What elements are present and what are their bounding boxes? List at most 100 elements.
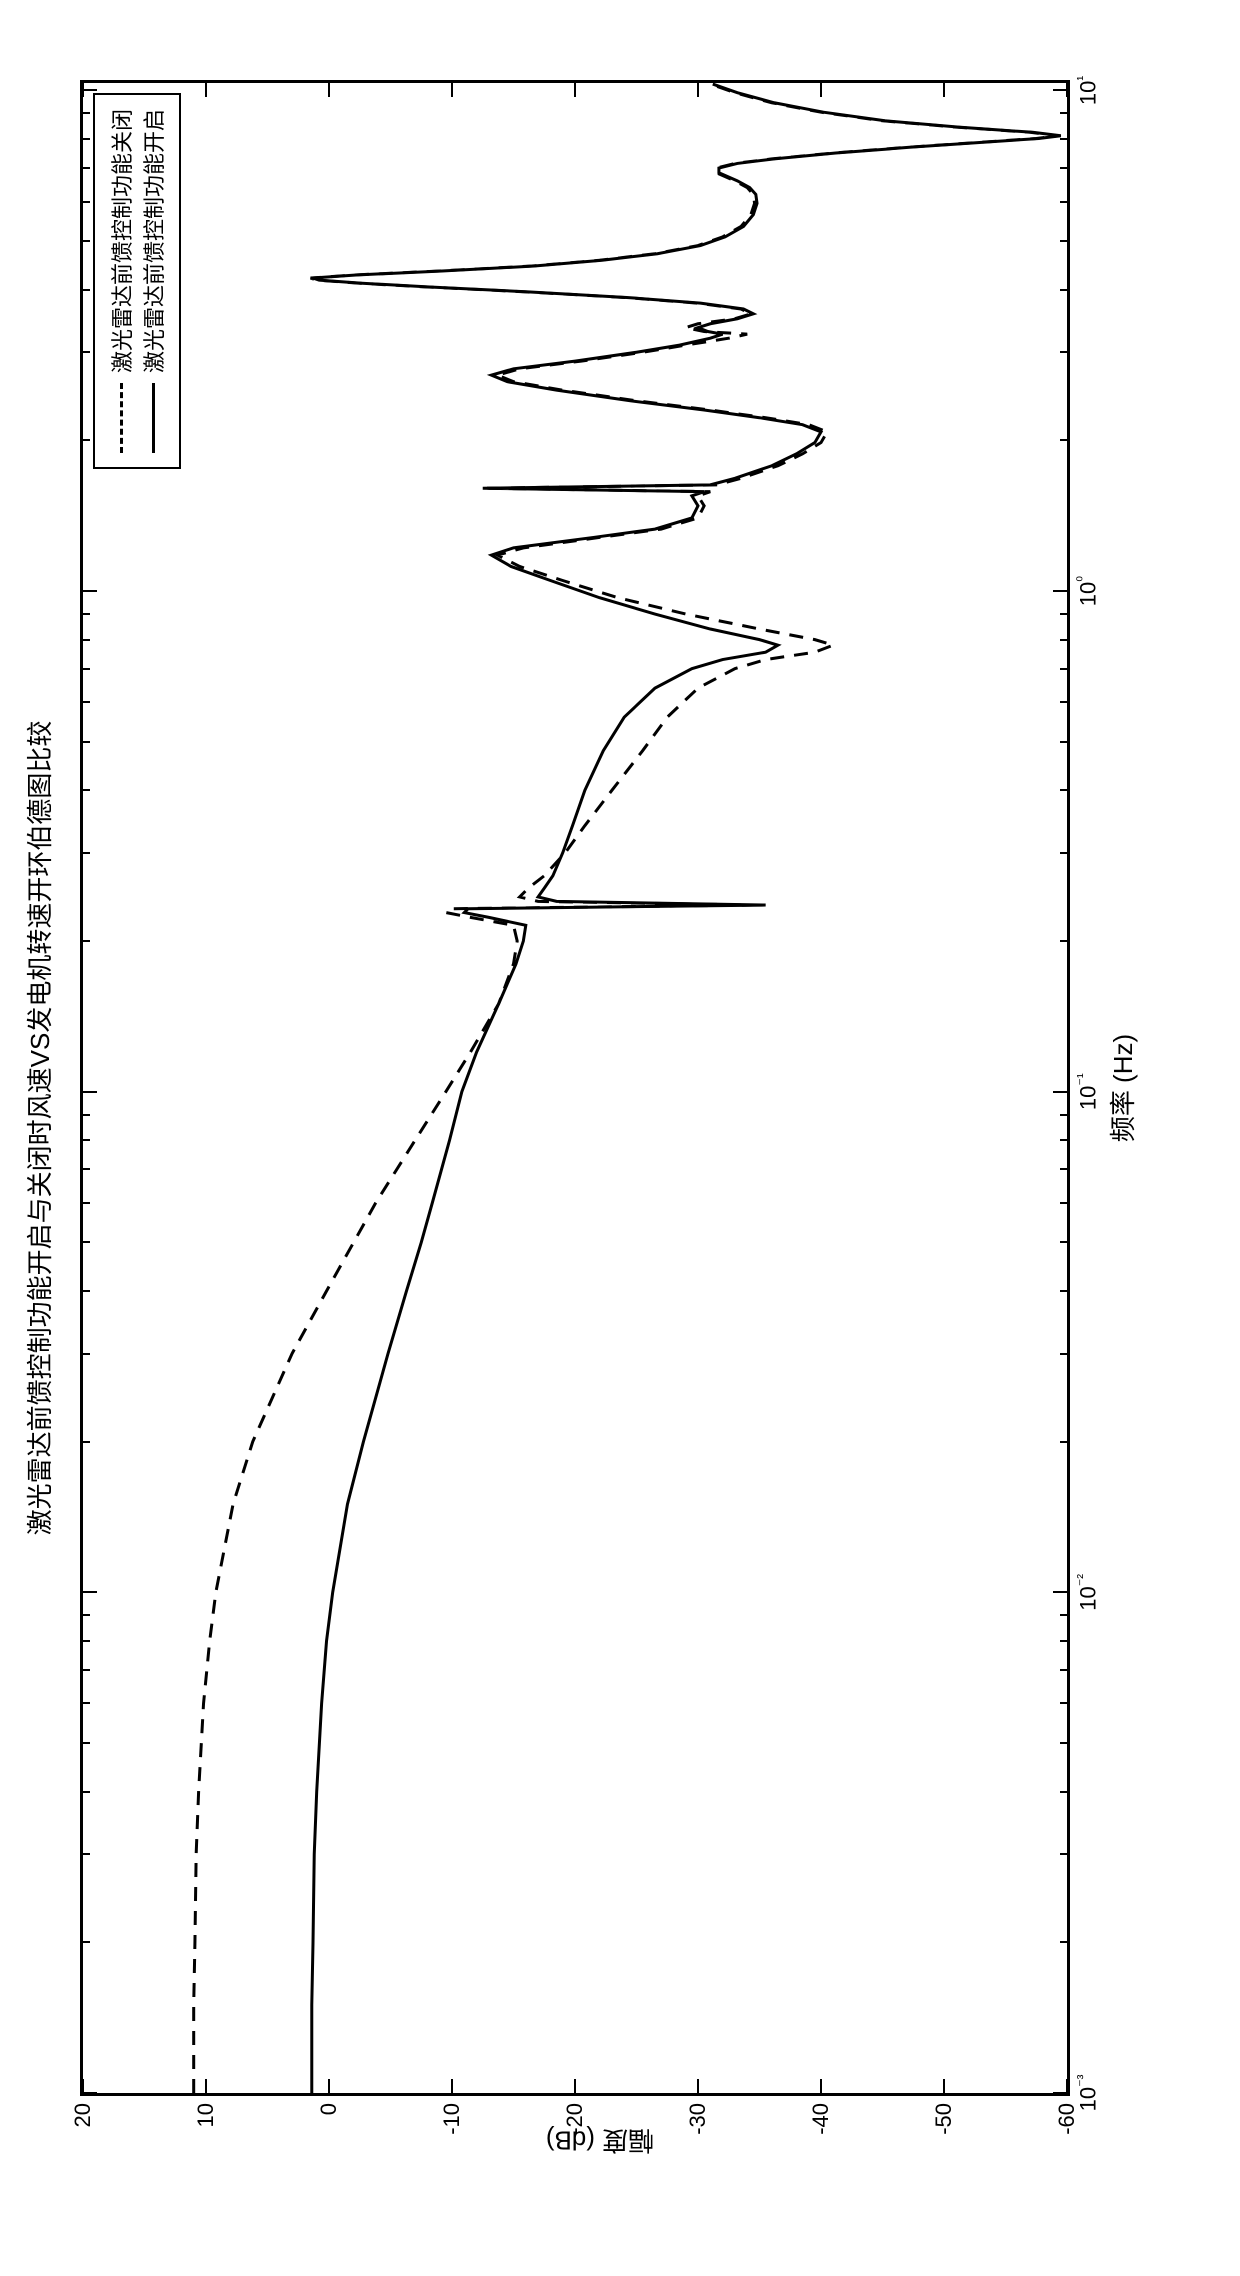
xtick-mark — [83, 1091, 97, 1093]
xtick-minor — [83, 240, 90, 242]
xtick-minor — [83, 138, 90, 140]
xtick-minor — [83, 1614, 90, 1616]
xtick-minor — [83, 639, 90, 641]
ytick-mark — [943, 2079, 945, 2093]
xtick-minor — [83, 1640, 90, 1642]
x-axis-label: 频率 (Hz) — [1103, 80, 1140, 2096]
ytick-label: -30 — [685, 2103, 711, 2135]
ytick-mark — [943, 83, 945, 97]
xtick-minor — [1060, 1791, 1067, 1793]
ytick-mark — [574, 2079, 576, 2093]
xtick-minor — [1060, 613, 1067, 615]
xtick-minor — [1060, 1441, 1067, 1443]
legend-box: 激光雷达前馈控制功能关闭激光雷达前馈控制功能开启 — [93, 93, 181, 469]
xtick-label: 10⁰ — [1075, 576, 1101, 606]
ytick-label: -10 — [439, 2103, 465, 2135]
xtick-minor — [83, 1441, 90, 1443]
chart-frame: 激光雷达前馈控制功能开启与关闭时风速VS发电机转速开环伯德图比较 激光雷达前馈控… — [20, 40, 1180, 2216]
xtick-minor — [83, 789, 90, 791]
xtick-label: 10⁻¹ — [1075, 1073, 1101, 1110]
xtick-minor — [83, 1941, 90, 1943]
legend-line-icon — [120, 383, 123, 453]
xtick-minor — [83, 112, 90, 114]
xtick-minor — [1060, 138, 1067, 140]
xtick-minor — [1060, 1241, 1067, 1243]
xtick-minor — [83, 1702, 90, 1704]
plot-area: 激光雷达前馈控制功能关闭激光雷达前馈控制功能开启 -60-50-40-30-20… — [80, 80, 1070, 2096]
xtick-minor — [83, 289, 90, 291]
xtick-minor — [1060, 1742, 1067, 1744]
xtick-minor — [1060, 1853, 1067, 1855]
xtick-minor — [1060, 1139, 1067, 1141]
xtick-minor — [83, 852, 90, 854]
xtick-minor — [83, 701, 90, 703]
xtick-mark — [83, 590, 97, 592]
xtick-minor — [1060, 668, 1067, 670]
xtick-minor — [1060, 1168, 1067, 1170]
xtick-minor — [1060, 112, 1067, 114]
xtick-label: 10⁻² — [1075, 1574, 1101, 1611]
xtick-minor — [1060, 1702, 1067, 1704]
xtick-minor — [83, 741, 90, 743]
ytick-mark — [697, 2079, 699, 2093]
ytick-mark — [328, 83, 330, 97]
ytick-label: 10 — [193, 2103, 219, 2127]
ytick-mark — [451, 83, 453, 97]
xtick-minor — [1060, 167, 1067, 169]
ytick-mark — [205, 83, 207, 97]
y-axis-label: 幅度 (dB) — [546, 2123, 654, 2160]
xtick-minor — [1060, 1941, 1067, 1943]
xtick-minor — [1060, 201, 1067, 203]
ytick-label: -50 — [931, 2103, 957, 2135]
legend-item: 激光雷达前馈控制功能开启 — [137, 109, 169, 453]
xtick-minor — [1060, 1202, 1067, 1204]
xtick-minor — [1060, 789, 1067, 791]
xtick-minor — [83, 1290, 90, 1292]
xtick-minor — [83, 1791, 90, 1793]
legend-label: 激光雷达前馈控制功能关闭 — [105, 109, 137, 373]
xtick-minor — [83, 1241, 90, 1243]
xtick-mark — [1053, 590, 1067, 592]
xtick-minor — [1060, 1614, 1067, 1616]
xtick-minor — [83, 439, 90, 441]
plot-svg — [83, 83, 1067, 2093]
ytick-mark — [1066, 2079, 1068, 2093]
xtick-minor — [1060, 1114, 1067, 1116]
legend-label: 激光雷达前馈控制功能开启 — [137, 109, 169, 373]
xtick-minor — [83, 1114, 90, 1116]
xtick-mark — [1053, 1091, 1067, 1093]
landscape-container: 激光雷达前馈控制功能开启与关闭时风速VS发电机转速开环伯德图比较 激光雷达前馈控… — [0, 0, 1240, 2276]
ytick-label: 0 — [316, 2103, 342, 2115]
ytick-mark — [697, 83, 699, 97]
series-off — [194, 84, 1059, 2093]
xtick-minor — [83, 1853, 90, 1855]
xtick-minor — [83, 1202, 90, 1204]
ytick-label: 20 — [70, 2103, 96, 2127]
ytick-mark — [820, 2079, 822, 2093]
xtick-minor — [1060, 701, 1067, 703]
xtick-mark — [83, 89, 97, 91]
xtick-minor — [83, 1168, 90, 1170]
xtick-minor — [83, 613, 90, 615]
xtick-mark — [83, 2092, 97, 2094]
xtick-minor — [83, 668, 90, 670]
xtick-minor — [83, 1669, 90, 1671]
ytick-mark — [328, 2079, 330, 2093]
ytick-mark — [820, 83, 822, 97]
xtick-minor — [1060, 1353, 1067, 1355]
xtick-mark — [1053, 1591, 1067, 1593]
ytick-mark — [82, 2079, 84, 2093]
xtick-label: 10¹ — [1075, 76, 1101, 105]
xtick-minor — [1060, 741, 1067, 743]
xtick-minor — [83, 167, 90, 169]
legend-line-icon — [152, 383, 155, 453]
xtick-minor — [83, 940, 90, 942]
xtick-minor — [1060, 289, 1067, 291]
xtick-mark — [1053, 89, 1067, 91]
series-on — [312, 84, 1061, 2093]
xtick-mark — [1053, 2092, 1067, 2094]
xtick-minor — [1060, 1640, 1067, 1642]
xtick-minor — [83, 201, 90, 203]
xtick-minor — [1060, 1669, 1067, 1671]
xtick-label: 10⁻³ — [1075, 2075, 1101, 2112]
